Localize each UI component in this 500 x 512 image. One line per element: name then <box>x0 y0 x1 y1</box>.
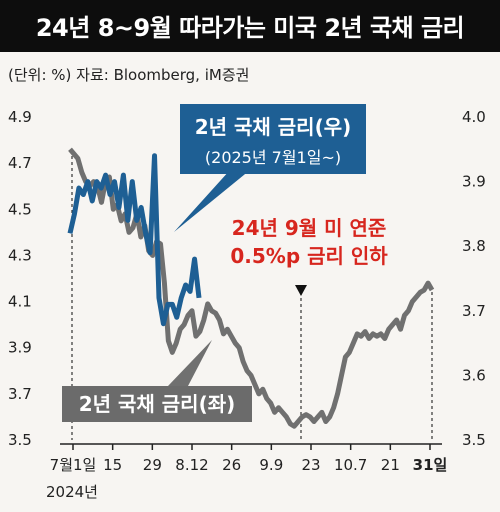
unit-source-note: (단위: %) 자료: Bloomberg, iM증권 <box>8 66 250 84</box>
x-axis-tick-label: 15 <box>103 456 122 474</box>
left-axis-tick-label: 4.3 <box>8 246 32 264</box>
x-axis-tick-label: 7월1일 <box>50 456 97 474</box>
chart-title: 24년 8~9월 따라가는 미국 2년 국채 금리 <box>35 14 465 42</box>
right-series-label-line1: 2년 국채 금리(우) <box>194 115 352 139</box>
left-axis-tick-label: 4.5 <box>8 200 32 218</box>
x-axis-tick-label: 26 <box>222 456 241 474</box>
series-line-left <box>68 147 435 429</box>
right-series-label: 2년 국채 금리(우) (2025년 7월1일~) <box>180 104 366 174</box>
x-axis-tick-label: 23 <box>301 456 320 474</box>
annotation-arrow-head <box>295 285 307 296</box>
right-axis-tick-label: 3.9 <box>462 173 486 191</box>
right-axis-tick-label: 3.7 <box>462 302 486 320</box>
x-axis-year-label: 2024년 <box>46 483 98 501</box>
left-series-label: 2년 국채 금리(좌) <box>62 386 252 422</box>
x-axis-tick-label: 29 <box>143 456 162 474</box>
annotation-line1: 24년 9월 미 연준 <box>231 216 387 240</box>
left-axis-tick-label: 4.1 <box>8 293 32 311</box>
right-axis-tick-label: 3.8 <box>462 237 486 255</box>
right-label-pointer <box>174 170 250 232</box>
left-axis-tick-label: 4.9 <box>8 108 32 126</box>
x-axis-tick-label: 10.7 <box>334 456 367 474</box>
x-axis-tick-label: 21 <box>381 456 400 474</box>
x-axis-tick-label: 9.9 <box>259 456 283 474</box>
left-axis-tick-label: 4.7 <box>8 154 32 172</box>
left-axis-tick-label: 3.9 <box>8 339 32 357</box>
x-axis-tick-label: 31일 <box>413 456 448 474</box>
left-label-pointer <box>168 340 212 386</box>
left-axis-tick-label: 3.5 <box>8 431 32 449</box>
rate-cut-annotation: 24년 9월 미 연준 0.5%p 금리 인하 <box>218 214 400 270</box>
x-axis-tick-label: 8.12 <box>175 456 208 474</box>
series-line-right <box>67 153 202 327</box>
right-axis-tick-label: 3.6 <box>462 366 486 384</box>
annotation-line2: 0.5%p 금리 인하 <box>230 244 388 268</box>
right-series-label-line2: (2025년 7월1일~) <box>204 148 342 167</box>
right-axis-tick-label: 3.5 <box>462 431 486 449</box>
title-bar <box>0 0 500 52</box>
right-axis-tick-label: 4.0 <box>462 108 486 126</box>
left-axis-tick-label: 3.7 <box>8 385 32 403</box>
